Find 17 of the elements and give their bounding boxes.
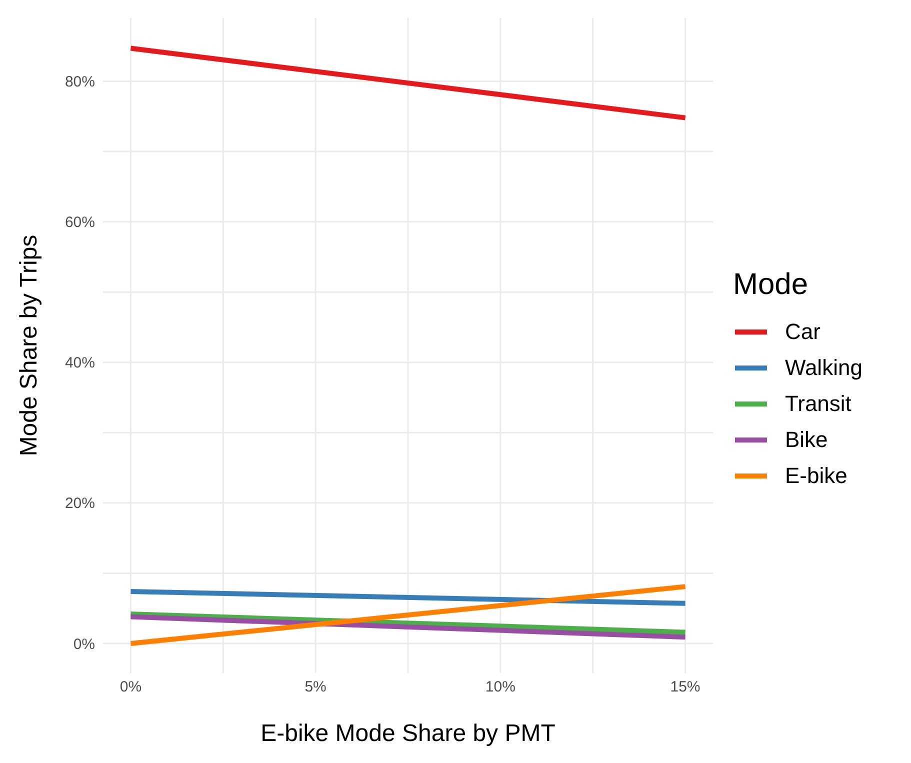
y-tick-label: 80% — [64, 74, 95, 91]
x-tick-label: 10% — [485, 678, 516, 696]
legend-label: Walking — [785, 354, 862, 380]
x-tick-label: 15% — [670, 678, 700, 696]
legend-label: Transit — [785, 390, 852, 416]
y-tick-label: 20% — [64, 495, 95, 512]
y-axis-title: Mode Share by Trips — [16, 234, 43, 456]
legend-label: Car — [785, 318, 820, 344]
x-tick-label: 5% — [304, 678, 326, 696]
y-tick-label: 0% — [73, 636, 95, 653]
legend-title: Mode — [733, 268, 810, 302]
x-tick-label: 0% — [120, 678, 142, 696]
x-axis-title: E-bike Mode Share by PMT — [260, 720, 556, 747]
y-tick-label: 40% — [64, 354, 95, 372]
legend-label: Bike — [785, 426, 828, 452]
y-tick-label: 60% — [64, 214, 95, 232]
legend-label: E-bike — [785, 462, 848, 488]
